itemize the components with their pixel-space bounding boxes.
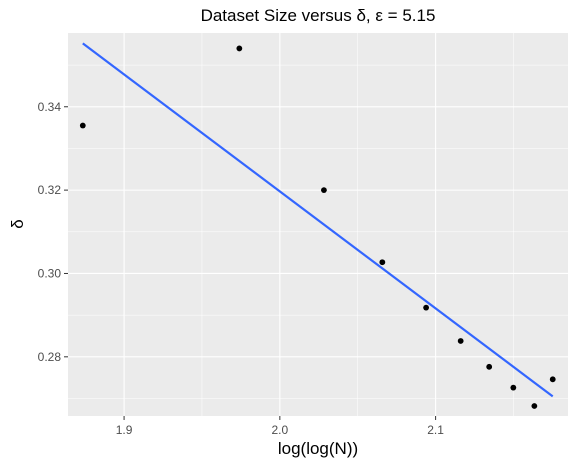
fit-line-group — [82, 42, 554, 398]
y-tick-label: 0.32 — [38, 183, 62, 197]
y-tick-label: 0.34 — [38, 100, 62, 114]
data-point — [510, 384, 517, 391]
x-axis-title: log(log(N)) — [278, 439, 358, 458]
x-tick-label: 2.1 — [427, 423, 444, 437]
y-tick-label: 0.30 — [38, 266, 62, 280]
data-point — [79, 122, 86, 129]
data-point — [486, 363, 493, 370]
x-axis: 1.9 2.0 2.1 — [116, 416, 444, 437]
data-point — [549, 376, 556, 383]
x-tick-label: 1.9 — [116, 423, 133, 437]
data-point — [531, 403, 538, 409]
y-tick-label: 0.28 — [38, 350, 62, 364]
fit-line — [82, 42, 554, 398]
data-point — [423, 304, 429, 311]
x-tick-label: 2.0 — [271, 423, 288, 437]
major-gridlines — [68, 33, 568, 416]
y-axis: 0.28 0.30 0.32 0.34 — [38, 100, 68, 364]
data-points — [79, 45, 556, 409]
data-point — [457, 338, 464, 344]
data-point — [236, 45, 243, 52]
plot-panel — [68, 33, 568, 416]
data-point — [321, 187, 327, 194]
chart-title: Dataset Size versus δ, ε = 5.15 — [201, 6, 436, 25]
y-axis-title: δ — [8, 219, 27, 228]
data-point — [379, 259, 386, 266]
minor-gridlines — [68, 33, 568, 416]
